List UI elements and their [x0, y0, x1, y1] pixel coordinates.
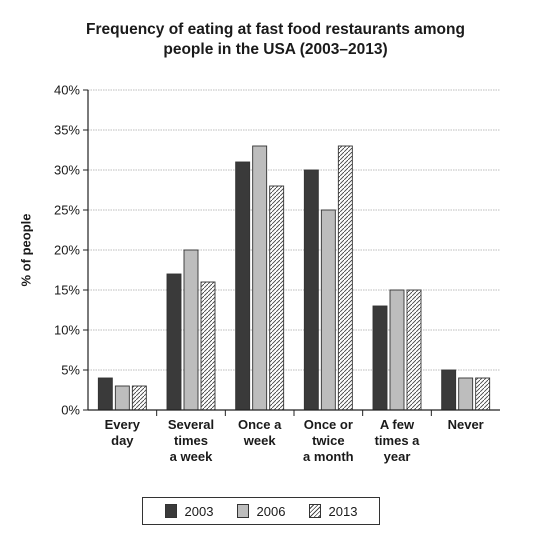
y-tick-label: 40% [54, 83, 80, 98]
legend-label-2003: 2003 [184, 503, 214, 519]
y-tick-label: 15% [54, 283, 80, 298]
legend-swatch-2013 [308, 504, 321, 518]
bar-2003 [441, 369, 457, 411]
legend-swatch-2006 [236, 504, 249, 518]
bar-2006 [114, 385, 130, 411]
y-tick-label: 10% [54, 323, 80, 338]
bar-2013 [131, 385, 147, 411]
bar-2013 [406, 289, 422, 411]
y-tick-label: 0% [61, 403, 80, 418]
y-tick-label: 5% [61, 363, 80, 378]
bar-2013 [337, 145, 353, 411]
bar-2013 [269, 185, 285, 411]
bar-2013 [200, 281, 216, 411]
y-tick-label: 35% [54, 123, 80, 138]
x-category-label: A few times a year [375, 417, 421, 464]
x-category-label: Several times a week [168, 417, 214, 464]
legend-swatch-2003 [164, 504, 177, 518]
x-category-label: Once a week [238, 417, 282, 448]
chart-title-line-1: Frequency of eating at fast food restaur… [86, 21, 465, 38]
legend-item-2006: 2006 [236, 503, 286, 519]
bar-2006 [183, 249, 199, 411]
y-tick-label: 20% [54, 243, 80, 258]
bar-2003 [235, 161, 251, 411]
legend-item-2013: 2013 [308, 503, 358, 519]
bar-2003 [303, 169, 319, 411]
legend-label-2013: 2013 [328, 503, 358, 519]
bar-2006 [389, 289, 405, 411]
bar-2006 [320, 209, 336, 411]
bar-2003 [166, 273, 182, 411]
legend-label-2006: 2006 [256, 503, 286, 519]
x-category-label: Never [448, 417, 484, 432]
legend-item-2003: 2003 [164, 503, 214, 519]
bar-2003 [372, 305, 388, 411]
x-category-label: Every day [105, 417, 141, 448]
bar-2003 [97, 377, 113, 411]
bar-2006 [458, 377, 474, 411]
x-category-label: Once or twice a month [303, 417, 354, 464]
y-tick-label: 25% [54, 203, 80, 218]
chart-title: Frequency of eating at fast food restaur… [0, 20, 551, 60]
y-tick-label: 30% [54, 163, 80, 178]
bar-2006 [252, 145, 268, 411]
chart-title-line-2: people in the USA (2003–2013) [163, 41, 388, 58]
legend: 2003 2006 2013 [142, 497, 380, 525]
bar-2013 [475, 377, 491, 411]
